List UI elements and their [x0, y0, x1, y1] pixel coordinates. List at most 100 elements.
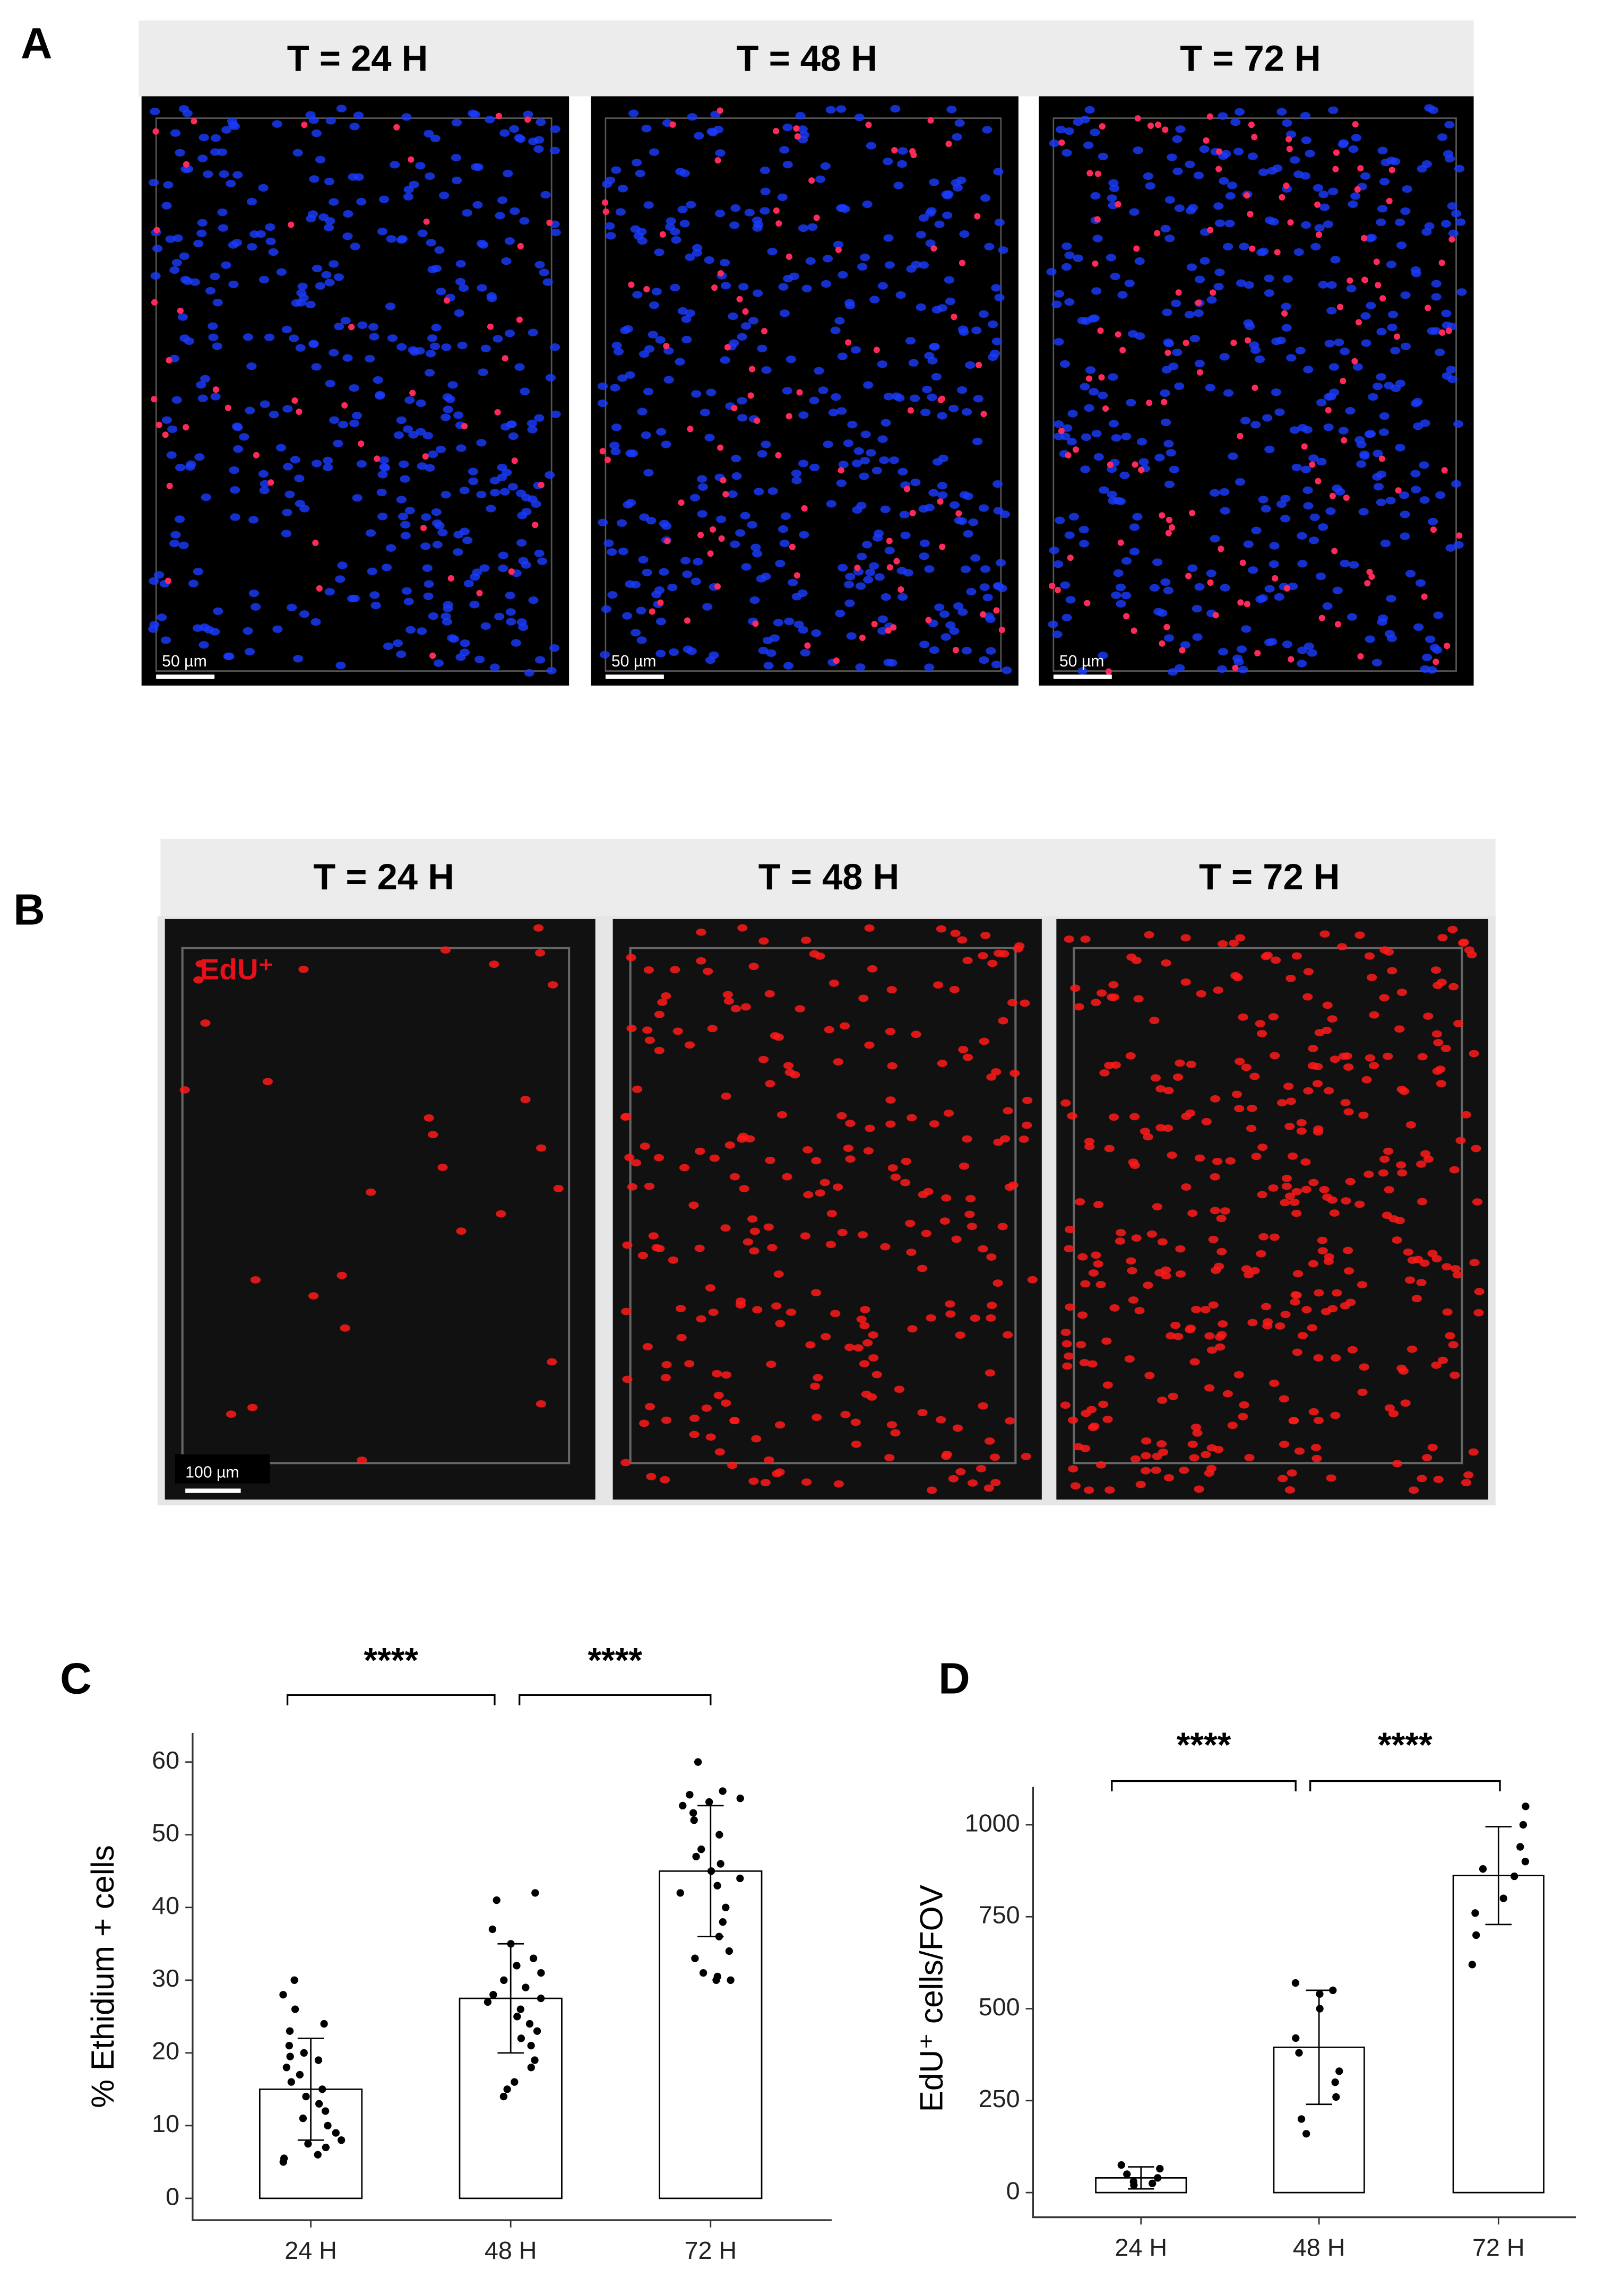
nucleus	[243, 333, 254, 341]
nucleus	[468, 477, 479, 486]
nucleus	[1172, 167, 1183, 176]
nucleus	[780, 512, 791, 520]
cells	[597, 105, 1012, 674]
dead-cell	[1097, 327, 1104, 334]
nucleus	[343, 210, 353, 218]
nucleus	[425, 464, 435, 472]
data-point	[527, 2042, 535, 2050]
nucleus	[918, 261, 929, 269]
edu-cell	[1210, 1207, 1221, 1215]
data-point	[525, 2020, 534, 2028]
nucleus	[784, 617, 795, 626]
dead-cell	[1336, 304, 1344, 310]
nucleus	[644, 345, 655, 353]
dead-cell	[268, 479, 274, 486]
dead-cell	[945, 141, 952, 148]
nucleus	[1240, 417, 1251, 424]
nucleus	[919, 640, 930, 648]
nucleus	[497, 196, 508, 204]
nucleus	[979, 583, 990, 591]
nucleus	[741, 322, 752, 330]
nucleus	[217, 208, 228, 216]
dead-cell	[225, 404, 231, 411]
edu-cell	[858, 994, 869, 1002]
nucleus	[1258, 247, 1269, 255]
nucleus	[1213, 202, 1224, 210]
nucleus	[441, 343, 452, 351]
nucleus	[861, 541, 873, 549]
nucleus	[1400, 532, 1410, 540]
nucleus	[432, 541, 443, 549]
dead-cell	[152, 128, 159, 135]
nucleus	[1245, 322, 1255, 331]
nucleus	[1219, 177, 1229, 185]
significance-bracket	[519, 1694, 712, 1705]
nucleus	[1052, 630, 1063, 638]
edu-cell	[536, 1144, 547, 1152]
edu-cell	[979, 1037, 989, 1045]
dead-cell	[1252, 384, 1258, 391]
edu-cell	[1419, 1259, 1430, 1267]
nucleus	[308, 340, 319, 348]
dead-cell	[374, 455, 381, 462]
nucleus	[161, 202, 172, 210]
edu-cell	[775, 1320, 786, 1328]
dead-cell	[1210, 289, 1216, 296]
nucleus	[779, 309, 790, 317]
nucleus	[1314, 224, 1325, 232]
data-point	[713, 1882, 721, 1890]
edu-cell	[1473, 1309, 1484, 1316]
nucleus	[392, 639, 403, 647]
nucleus	[1059, 360, 1071, 368]
edu-cell	[1067, 1112, 1077, 1120]
edu-cell	[844, 1344, 855, 1351]
edu-cell	[782, 1173, 792, 1181]
nucleus	[1376, 327, 1387, 336]
data-point	[1499, 1894, 1507, 1902]
edu-cell	[654, 1010, 665, 1018]
dead-cell	[937, 396, 944, 403]
data-point	[531, 1889, 539, 1897]
nucleus	[1199, 145, 1210, 153]
nucleus	[477, 284, 487, 292]
nucleus	[1435, 491, 1446, 499]
scale-box	[175, 1454, 270, 1484]
edu-cell	[905, 1219, 916, 1227]
nucleus	[1310, 242, 1321, 250]
edu-cell	[1417, 1053, 1428, 1061]
nucleus	[1083, 141, 1094, 149]
nucleus	[432, 519, 443, 527]
edu-cell	[1292, 1348, 1302, 1356]
edu-cell	[708, 1309, 719, 1316]
dead-cell	[747, 392, 754, 399]
data-point	[300, 2049, 308, 2057]
dead-cell	[720, 477, 727, 484]
nucleus	[761, 440, 771, 448]
nucleus	[163, 181, 174, 189]
dead-cell	[1329, 492, 1336, 499]
edu-cell	[247, 1403, 258, 1411]
nucleus	[1168, 668, 1178, 676]
edu-cell	[1285, 1097, 1297, 1105]
nucleus	[1437, 133, 1448, 141]
nucleus	[1372, 382, 1383, 391]
nucleus	[197, 154, 208, 162]
nucleus	[1291, 463, 1302, 472]
nucleus	[631, 629, 641, 637]
nucleus	[630, 581, 641, 589]
dead-cell	[1456, 532, 1463, 539]
nucleus	[651, 288, 662, 296]
header-band	[139, 20, 1474, 97]
nucleus	[219, 170, 229, 178]
edu-cell	[1416, 1279, 1427, 1287]
edu-cell	[1463, 1471, 1474, 1479]
nucleus	[462, 536, 473, 544]
nucleus	[661, 440, 671, 448]
edu-cell	[688, 1201, 699, 1209]
nucleus	[1080, 383, 1090, 391]
nucleus	[1431, 293, 1442, 301]
nucleus	[890, 105, 901, 113]
dead-cell	[348, 324, 355, 331]
nucleus	[476, 439, 487, 447]
edu-cell	[764, 990, 775, 998]
